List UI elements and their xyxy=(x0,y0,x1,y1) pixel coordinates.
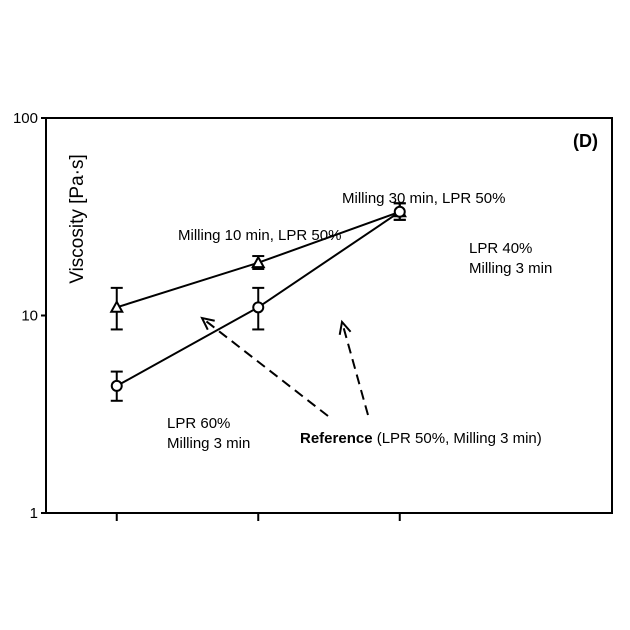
annotation-lpr40-line2: Milling 3 min xyxy=(469,260,552,277)
reference-arrow-circle xyxy=(341,321,369,416)
reference-arrow-triangle xyxy=(201,317,329,417)
reference-detail: (LPR 50%, Milling 3 min) xyxy=(373,430,542,447)
annotation-lpr40-line1: LPR 40% xyxy=(469,240,532,257)
y-axis-label: Viscosity [Pa·s] xyxy=(67,154,88,284)
plot-area xyxy=(109,202,407,402)
plot-frame xyxy=(45,117,613,514)
reference-arrow-triangle-head xyxy=(200,316,215,331)
data-point-circle xyxy=(252,301,265,314)
annotation-lpr60-line1: LPR 60% xyxy=(167,415,230,432)
reference-arrow-circle-head xyxy=(338,319,352,335)
data-point-triangle xyxy=(251,255,266,269)
y-tick-label: 100 xyxy=(13,110,38,127)
reference-arrows xyxy=(200,316,369,417)
annotation-milling-10: Milling 10 min, LPR 50% xyxy=(178,227,341,244)
annotation-lpr60-line2: Milling 3 min xyxy=(167,435,250,452)
annotation-reference: Reference (LPR 50%, Milling 3 min) xyxy=(300,430,542,447)
annotation-milling-30: Milling 30 min, LPR 50% xyxy=(342,190,505,207)
panel-label: (D) xyxy=(573,131,598,151)
y-tick-label: 10 xyxy=(21,308,38,325)
data-point-circle xyxy=(110,379,123,392)
chart-axes: 1 10 100 xyxy=(13,110,613,522)
data-point-circle xyxy=(393,205,406,218)
y-tick-label: 1 xyxy=(30,505,38,522)
reference-bold: Reference xyxy=(300,430,373,447)
data-point-triangle xyxy=(109,299,124,313)
